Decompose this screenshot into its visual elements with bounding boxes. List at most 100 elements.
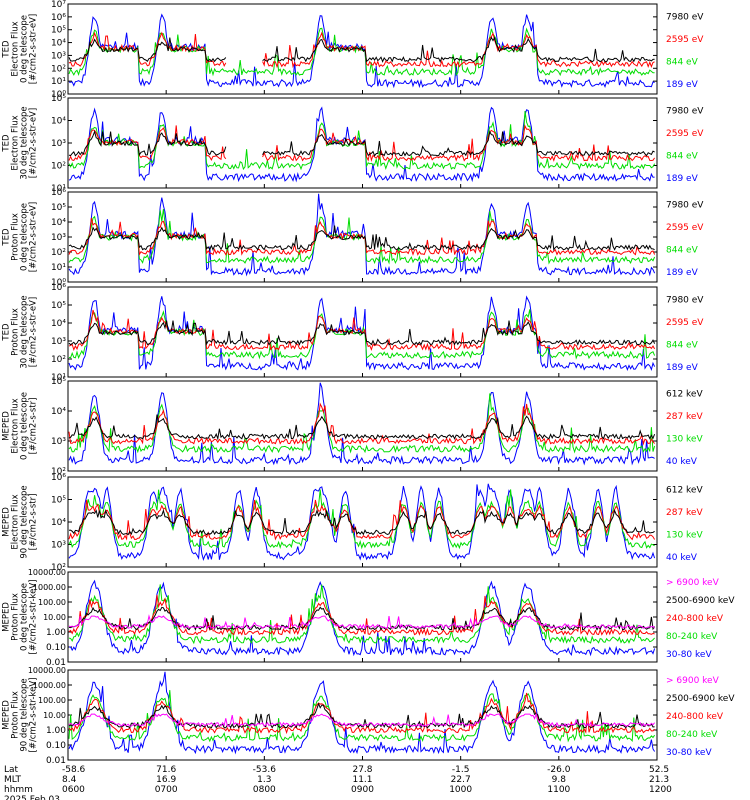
flux-panel-4: 10⁶ 10⁵ 10⁴ 10³ 10² 10¹ TEDProton Flux30 deg t… [2,283,705,383]
y-tick-label: 10¹ [51,77,66,87]
series-trace-1 [68,129,655,157]
legend-label: 2595 eV [666,35,704,45]
y-tick-label: 10⁶ [51,473,66,483]
legend-label: 844 eV [666,245,699,255]
y-tick-label: 0.10 [46,741,66,751]
y-tick-label: 1.00 [46,726,66,736]
series-trace-2 [68,702,655,730]
x-row-label: MLT [4,775,22,785]
x-tick-label: 1100 [547,785,570,795]
y-axis-label-line: TED [2,40,12,59]
series-trace-2 [68,124,656,163]
series-trace-1 [68,36,655,64]
y-tick-label: 10⁶ [51,13,66,23]
series-trace-3 [68,594,655,637]
y-tick-label: 1000.00 [33,681,66,690]
legend-label: 7980 eV [666,12,704,22]
y-tick-label: 10000.00 [28,666,66,675]
series-trace-1 [68,225,655,252]
series-trace-4 [68,483,656,561]
y-tick-label: 10³ [51,51,66,61]
plot-date: 2025 Feb 03 [4,795,60,800]
x-tick-label: 1200 [649,785,672,795]
legend-label: 7980 eV [666,106,704,116]
y-tick-label: 10⁵ [51,377,66,387]
y-tick-label: 0.01 [46,756,66,766]
flux-panel-5: 10⁵ 10⁴ 10³ 10² MEPEDElectron Flux0 deg tele… [2,377,704,477]
y-axis-label-line: 0 deg telescope [20,15,30,83]
y-tick-label: 10² [51,563,66,573]
series-trace-5 [68,671,656,755]
flux-panel-2: 10⁵ 10⁴ 10³ 10² 10¹ TEDElectron Flux30 deg te… [2,94,705,194]
series-trace-3 [68,393,656,454]
x-row-label: hhmm [4,785,33,795]
y-tick-label: 100.00 [38,696,66,705]
series-trace-4 [68,13,655,89]
series-trace-4 [68,584,655,645]
y-axis-label-line: [#/cm2-s-str-eV] [29,108,39,178]
x-tick-label: 0600 [62,785,85,795]
x-tick-label: 11.1 [352,775,372,785]
y-tick-label: 1000.00 [33,583,66,592]
legend-label: 844 eV [666,151,699,161]
y-tick-label: 1.00 [46,628,66,638]
legend-label: 844 eV [666,340,699,350]
y-axis-label-line: Proton Flux [11,308,21,356]
y-axis-label-line: 0 deg telescope [20,392,30,460]
y-axis-label: MEPEDElectron Flux0 deg telescope[#/cm2-… [2,392,39,460]
y-tick-label: 10² [51,355,66,365]
y-tick-label: 10⁰ [51,278,66,288]
x-tick-label: 27.8 [352,765,372,775]
y-axis-label-line: 0 deg telescope [20,583,30,651]
flux-panel-8: 10000.00 1000.00 100.00 10.00 1.00 0.10 0.01 ME… [2,666,736,766]
y-axis-label: MEPEDElectron Flux90 deg telescope[#/cm2… [2,485,39,558]
y-tick-label: 10⁴ [51,407,66,417]
legend-label: > 6900 keV [666,676,720,686]
x-tick-label: -58.6 [62,765,86,775]
x-tick-label: 21.3 [649,775,669,785]
series-trace-2 [68,309,656,352]
y-tick-label: 10⁶ [51,283,66,293]
x-tick-label: 0700 [155,785,178,795]
y-tick-label: 10⁶ [51,188,66,198]
y-axis-label: TEDElectron Flux0 deg telescope[#/cm2-s-… [2,14,39,84]
series-trace-5 [69,579,656,657]
legend-label: 2500-6900 keV [666,596,735,606]
y-axis-label-line: [#/cm2-s-str-keV] [29,580,39,655]
y-tick-label: 10² [51,467,66,477]
series-trace-1 [68,320,656,346]
y-axis-label-line: Electron Flux [11,398,21,453]
x-tick-label: -53.6 [253,765,277,775]
y-tick-label: 0.01 [46,658,66,668]
legend-label: 189 eV [666,80,699,90]
series-trace-2 [68,499,656,541]
y-axis-label: MEPEDProton Flux0 deg telescope[#/cm2-s-… [2,580,39,655]
y-tick-label: 10⁵ [51,26,66,36]
legend-label: 2500-6900 keV [666,694,735,704]
y-tick-label: 10⁵ [51,301,66,311]
y-axis-label-line: [#/cm2-s-str] [29,398,39,455]
series-trace-1 [68,614,655,630]
y-axis-label-line: MEPED [2,700,12,730]
legend-label: > 6900 keV [666,578,720,588]
y-tick-label: 10⁵ [51,94,66,104]
legend-label: 7980 eV [666,295,704,305]
legend-label: 40 keV [666,553,698,563]
y-tick-label: 0.10 [46,643,66,653]
y-axis-label-line: Proton Flux [11,213,21,261]
y-tick-label: 10² [51,64,66,74]
y-axis-label-line: [#/cm2-s-str-eV] [29,202,39,272]
y-axis-label: TEDElectron Flux30 deg telescope[#/cm2-s… [2,106,39,179]
y-axis-label-line: [#/cm2-s-str-eV] [29,14,39,84]
flux-panel-1: 10⁷ 10⁶ 10⁵ 10⁴ 10³ 10² 10¹ 10⁰ TEDElectron Flux… [2,0,705,100]
series-trace-3 [68,110,656,171]
legend-label: 2595 eV [666,223,704,233]
y-axis-label-line: MEPED [2,507,12,537]
legend-label: 2595 eV [666,129,704,139]
y-tick-label: 10.00 [43,613,66,622]
x-tick-label: 22.7 [451,775,471,785]
x-tick-label: -26.0 [547,765,571,775]
y-axis-label-line: [#/cm2-s-str] [29,494,39,551]
legend-label: 844 eV [666,57,699,67]
